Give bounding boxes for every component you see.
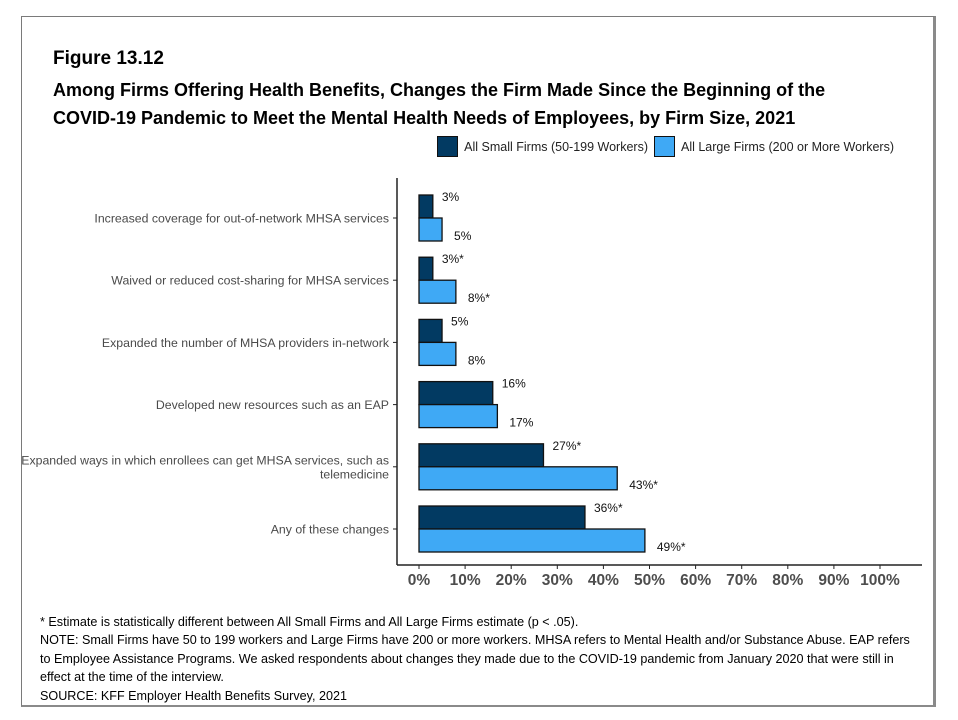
category-label: Waived or reduced cost-sharing for MHSA …: [111, 274, 389, 288]
data-label: 3%*: [442, 252, 464, 266]
category-label: Developed new resources such as an EAP: [156, 398, 389, 412]
bar-small-firms: [418, 256, 434, 281]
x-tick-label: 80%: [772, 572, 803, 589]
data-label: 16%: [502, 377, 526, 391]
bar-small-firms: [418, 318, 443, 344]
legend-swatch-small: [437, 136, 459, 157]
data-label: 8%: [468, 353, 486, 367]
chart-title-line-2: COVID-19 Pandemic to Meet the Mental Hea…: [53, 108, 796, 128]
data-label: 5%: [454, 229, 472, 243]
bar-small-firms: [418, 194, 434, 219]
bar-large-firms: [418, 341, 457, 367]
bar-small-firms: [418, 443, 545, 468]
note-line-2: to Employee Assistance Programs. We aske…: [40, 651, 894, 666]
bar-large-firms: [418, 403, 499, 429]
bar-large-firms: [418, 279, 457, 304]
data-label: 17%: [509, 416, 533, 430]
data-label: 3%: [442, 190, 460, 204]
x-tick-label: 0%: [408, 572, 431, 589]
x-tick-label: 90%: [818, 572, 849, 589]
bar-small-firms: [418, 380, 494, 406]
source-note: SOURCE: KFF Employer Health Benefits Sur…: [40, 688, 348, 703]
significance-note: * Estimate is statistically different be…: [40, 615, 579, 629]
bar-large-firms: [418, 528, 646, 553]
chart-title-line-1: Among Firms Offering Health Benefits, Ch…: [53, 80, 826, 100]
figure-label: Figure 13.12: [53, 48, 164, 69]
bar-large-firms: [418, 217, 443, 242]
x-tick-label: 30%: [542, 572, 573, 589]
chart-title: Among Firms Offering Health Benefits, Ch…: [53, 76, 913, 132]
legend-swatch-large: [653, 136, 675, 157]
x-tick-label: 10%: [450, 572, 481, 589]
data-label: 27%*: [552, 439, 581, 453]
legend-item-small: All Small Firms (50-199 Workers): [437, 136, 648, 157]
x-tick-label: 40%: [588, 572, 619, 589]
x-tick-label: 20%: [496, 572, 527, 589]
bar-large-firms: [418, 466, 618, 491]
note-line-1: NOTE: Small Firms have 50 to 199 workers…: [40, 633, 910, 648]
chart-notes: * Estimate is statistically different be…: [40, 613, 920, 705]
x-tick-label: 60%: [680, 572, 711, 589]
category-label: Any of these changes: [271, 523, 389, 537]
category-label: Expanded ways in which enrollees can get…: [21, 453, 389, 467]
data-label: 36%*: [594, 501, 623, 515]
category-label: telemedicine: [320, 467, 389, 481]
figure-frame: [21, 16, 936, 707]
data-label: 49%*: [657, 540, 686, 554]
data-label: 43%*: [629, 478, 658, 492]
legend: All Small Firms (50-199 Workers) All Lar…: [431, 136, 894, 157]
category-label: Expanded the number of MHSA providers in…: [102, 336, 390, 350]
legend-item-large: All Large Firms (200 or More Workers): [653, 136, 894, 157]
note-line-3: effect at the time of the interview.: [40, 670, 224, 685]
category-label: Increased coverage for out-of-network MH…: [94, 212, 389, 226]
x-tick-label: 70%: [726, 572, 757, 589]
legend-label-small: All Small Firms (50-199 Workers): [464, 139, 648, 154]
bar-small-firms: [418, 505, 586, 530]
data-label: 5%: [451, 314, 469, 328]
legend-label-large: All Large Firms (200 or More Workers): [680, 139, 894, 154]
data-label: 8%*: [468, 291, 490, 305]
x-tick-label: 50%: [634, 572, 665, 589]
x-tick-label: 100%: [860, 572, 900, 589]
